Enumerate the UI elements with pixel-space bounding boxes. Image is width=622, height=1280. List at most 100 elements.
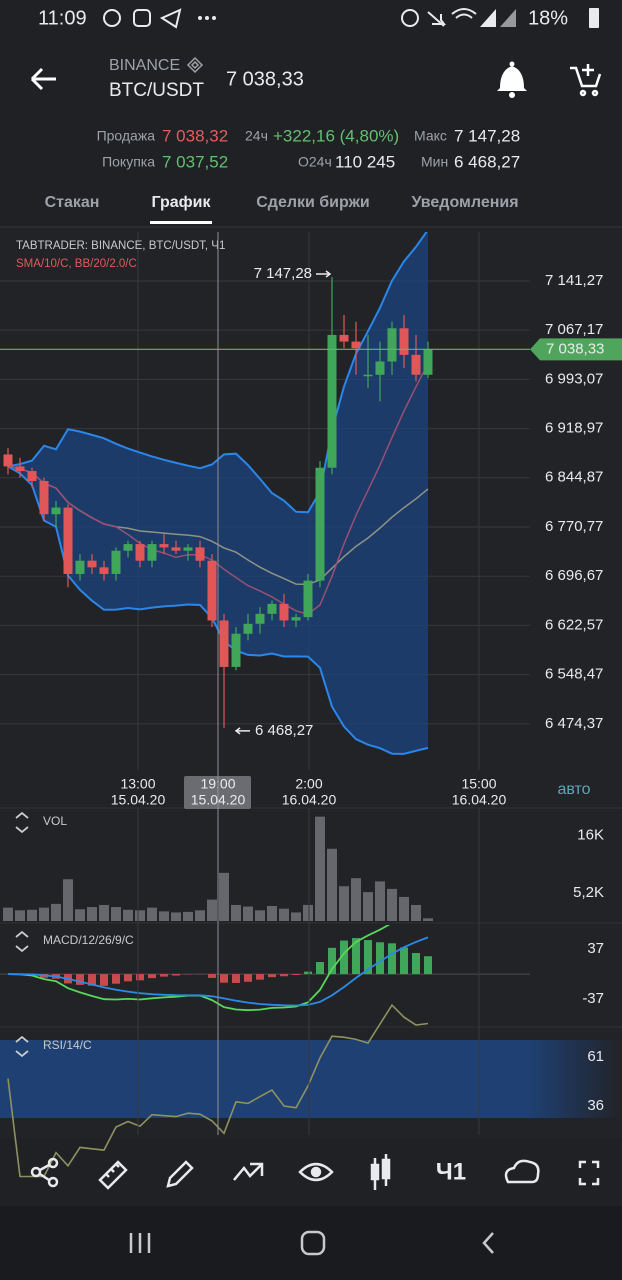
y-tick-label: 6 918,97 <box>545 420 603 437</box>
macd-histogram <box>268 974 276 978</box>
volume-bar <box>111 907 121 921</box>
alert-button[interactable] <box>497 61 527 99</box>
tab[interactable]: Уведомления <box>411 194 518 211</box>
volume-bar <box>51 903 61 921</box>
candle-body <box>171 547 181 551</box>
panel-title: MACD/12/26/9/C <box>43 933 134 947</box>
sell-price: 7 038,32 <box>162 126 228 145</box>
chart-type-button[interactable] <box>370 1154 391 1190</box>
chart-subtitle: SMA/10/C, BB/20/2.0/C <box>16 258 137 270</box>
candle-body <box>327 334 337 468</box>
candle-body <box>339 334 349 342</box>
x-tick-label: 16.04.20 <box>282 792 337 808</box>
last-price-tag <box>530 338 622 361</box>
view-button[interactable] <box>298 1162 334 1182</box>
macd-histogram <box>424 956 432 975</box>
tab[interactable]: Сделки биржи <box>256 194 370 211</box>
cloud-button[interactable] <box>504 1159 540 1184</box>
volume-bar <box>303 904 313 921</box>
nav-recents[interactable] <box>129 1233 151 1253</box>
candle-body <box>111 550 121 574</box>
volume-bar <box>363 892 373 921</box>
volume-bar <box>387 888 397 921</box>
change-label: 24ч <box>245 128 268 144</box>
volume-bar <box>399 896 409 921</box>
candle-body <box>147 544 157 561</box>
candle-body <box>219 620 229 667</box>
nav-home[interactable] <box>300 1230 326 1256</box>
candle-body <box>291 617 301 621</box>
exchange-icon <box>186 56 204 74</box>
draw-button[interactable] <box>166 1160 194 1188</box>
macd-histogram <box>148 974 156 979</box>
status-battery: 18% <box>528 7 568 29</box>
y-tick-label: 37 <box>587 940 604 957</box>
candle-body <box>75 560 85 574</box>
volume-bar <box>75 909 85 921</box>
candle-body <box>207 560 217 621</box>
y-tick-label: 36 <box>587 1097 604 1114</box>
nav-back[interactable] <box>482 1232 494 1254</box>
panel-resize-handle[interactable] <box>15 811 29 834</box>
macd-histogram <box>280 974 288 977</box>
timeframe-button[interactable]: Ч1 <box>436 1158 466 1185</box>
ruler-button[interactable] <box>98 1160 128 1190</box>
scale-mode-button[interactable]: авто <box>557 781 590 798</box>
volume-bar <box>63 879 73 921</box>
x-tick-label: 15.04.20 <box>111 792 166 808</box>
tab[interactable]: Стакан <box>45 194 100 211</box>
candle-body <box>375 361 385 375</box>
status-icons <box>103 8 599 29</box>
candle-body <box>159 544 169 548</box>
macd-histogram <box>124 974 132 982</box>
charts: 7 141,27 7 067,17 6 993,07 6 918,97 6 844,87… <box>0 232 622 1178</box>
macd-histogram <box>364 940 372 975</box>
volume-bar <box>423 918 433 921</box>
candle-body <box>279 603 289 621</box>
candle-body <box>87 560 97 568</box>
macd-histogram <box>244 974 252 982</box>
volume-bar <box>219 872 229 921</box>
y-tick-label: 7 141,27 <box>545 272 603 289</box>
volume-bar <box>327 848 337 921</box>
volume-bar <box>15 910 25 921</box>
buy-price: 7 037,52 <box>162 152 228 171</box>
toolbar <box>30 1154 600 1190</box>
volume-bar <box>291 912 301 921</box>
high-value: 7 147,28 <box>454 126 520 145</box>
y-tick-label: 6 622,57 <box>545 616 603 633</box>
y-tick-label: 6 548,47 <box>545 666 603 683</box>
low-marker-arrow <box>234 727 250 735</box>
volume-bar <box>87 907 97 921</box>
panel-resize-handle[interactable] <box>15 1035 29 1058</box>
indicator-button[interactable] <box>233 1162 264 1181</box>
tab-indicator <box>150 221 212 224</box>
macd-histogram <box>208 974 216 978</box>
chart-title: TABTRADER: BINANCE, BTC/USDT, Ч1 <box>16 240 225 252</box>
macd-histogram <box>376 942 384 975</box>
volume-bar <box>123 909 133 921</box>
y-tick-label: 6 696,67 <box>545 567 603 584</box>
macd-histogram <box>232 974 240 983</box>
candle-body <box>63 507 73 574</box>
volume-bar <box>147 907 157 921</box>
pair-name[interactable]: BTC/USDT <box>109 80 204 101</box>
tab-active[interactable]: График <box>152 194 212 211</box>
cart-button[interactable] <box>570 64 602 97</box>
macd-histogram <box>292 974 300 976</box>
fullscreen-button[interactable] <box>578 1160 600 1186</box>
header-price: 7 038,33 <box>226 68 304 90</box>
volume-bar <box>183 911 193 921</box>
y-tick-label: 5,2K <box>573 884 604 901</box>
panel-resize-handle[interactable] <box>15 930 29 953</box>
y-tick-label: -37 <box>582 990 604 1007</box>
last-price-label: 7 038,33 <box>546 340 604 357</box>
share-button[interactable] <box>30 1157 59 1188</box>
candle-body <box>243 623 253 634</box>
back-button[interactable] <box>30 67 56 91</box>
macd-histogram <box>304 971 312 975</box>
candle-body <box>267 603 277 614</box>
x-tick-label: 2:00 <box>295 776 322 792</box>
macd-histogram <box>76 974 84 985</box>
